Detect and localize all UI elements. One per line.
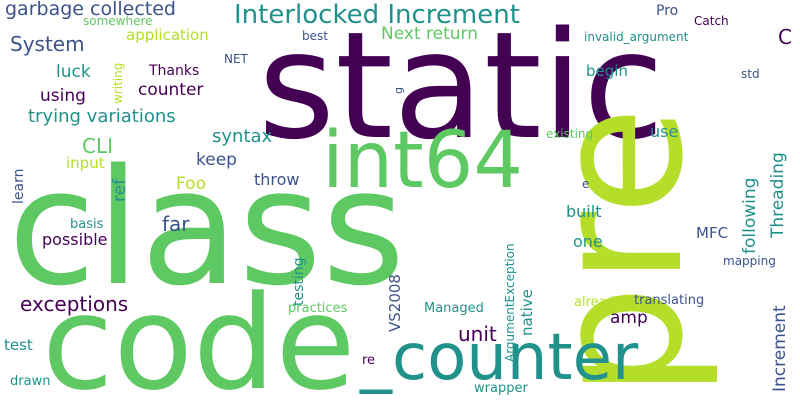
word-best: best xyxy=(302,29,328,43)
word-exceptions: exceptions xyxy=(20,292,129,316)
word-basis: basis xyxy=(70,217,104,232)
word-somewhere: somewhere xyxy=(83,14,153,28)
word-following: following xyxy=(740,177,760,254)
word-invalid-argument: invalid_argument xyxy=(584,30,689,44)
word-use: use xyxy=(650,122,679,141)
word-test: test xyxy=(4,336,33,354)
word-syntax: syntax xyxy=(212,126,273,147)
word-class: class xyxy=(8,134,406,321)
word-threading: Threading xyxy=(768,152,788,238)
word-trying-variations: trying variations xyxy=(28,106,176,127)
word-thanks: Thanks xyxy=(149,63,200,79)
word-begin: begin xyxy=(586,62,628,80)
word-input: input xyxy=(66,154,105,172)
word-existing: existing xyxy=(546,127,594,141)
word-amp: amp xyxy=(610,308,648,328)
word-mfc: MFC xyxy=(696,224,729,242)
word-next-return: Next return xyxy=(381,24,478,44)
word-increment: Increment xyxy=(770,305,790,392)
word-testing: testing xyxy=(291,257,307,306)
word-mapping: mapping xyxy=(723,254,776,268)
word-keep: keep xyxy=(196,150,237,170)
word-luck: luck xyxy=(56,62,91,82)
word-static: static xyxy=(258,0,665,172)
word-application: application xyxy=(126,26,209,44)
word-argument-exception: ArgumentException xyxy=(503,243,517,362)
word-counter-big: _counter xyxy=(360,321,639,395)
word-possible: possible xyxy=(42,230,108,249)
word-net: NET xyxy=(224,52,248,66)
word-ref: ref xyxy=(110,178,130,202)
word-unit: unit xyxy=(458,322,497,346)
word-drawn: drawn xyxy=(10,374,51,389)
word-learn: learn xyxy=(11,168,27,204)
word-int64: int64 xyxy=(322,116,523,206)
word-translating: translating xyxy=(634,293,705,308)
word-writing: writing xyxy=(111,62,125,104)
word-c: C xyxy=(778,25,792,49)
word-cli: CLI xyxy=(82,134,114,158)
word-wrapper: wrapper xyxy=(474,381,528,396)
word-using: using xyxy=(40,86,86,106)
word-practices: practices xyxy=(288,301,348,316)
word-code: code xyxy=(42,267,356,400)
word-throw: throw xyxy=(254,170,300,189)
word-re: re xyxy=(362,353,376,368)
word-std: std xyxy=(741,67,760,81)
word-catch: Catch xyxy=(694,14,729,28)
word-native: native xyxy=(518,289,536,336)
word-already: already xyxy=(574,295,623,310)
word-one: one xyxy=(573,232,603,251)
word-foo: Foo xyxy=(176,174,206,194)
word-managed: Managed xyxy=(424,301,484,316)
word-g: g xyxy=(392,87,405,94)
word-counter-small: counter xyxy=(138,80,204,100)
word-vs2008: VS2008 xyxy=(386,274,404,332)
word-far: far xyxy=(162,212,190,236)
word-interlocked-increment: Interlocked Increment xyxy=(234,0,520,30)
word-built: built xyxy=(566,202,602,221)
word-garbage-collected: garbage collected xyxy=(5,0,176,20)
word-system: System xyxy=(10,32,85,56)
word-e: e xyxy=(582,177,590,191)
word-pro: Pro xyxy=(656,3,679,19)
